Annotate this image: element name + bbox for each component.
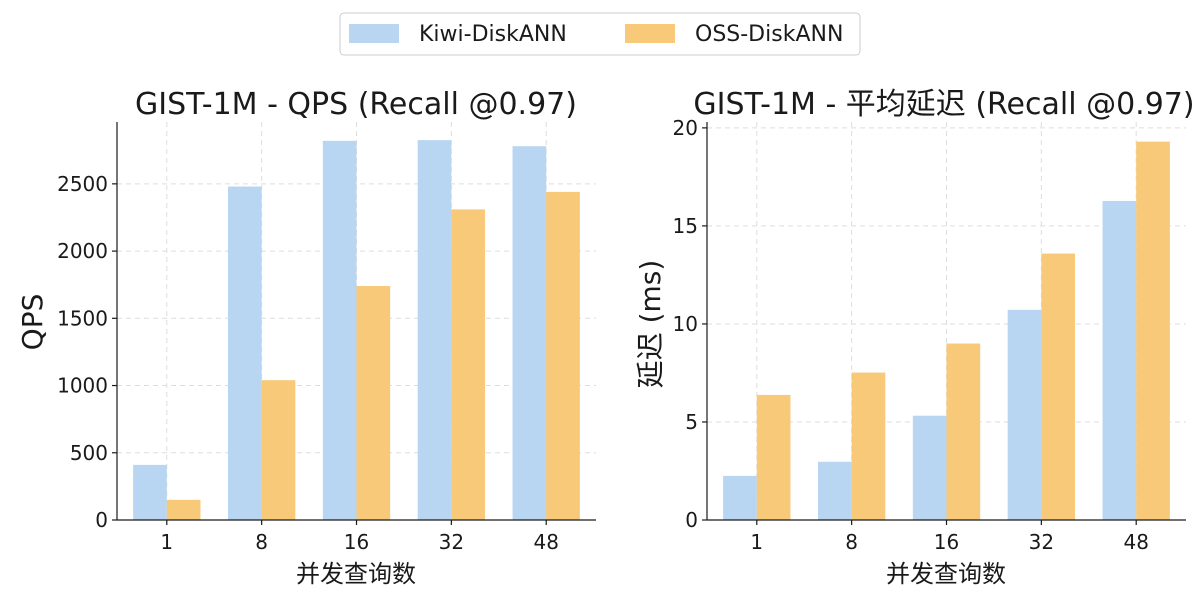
qps-bar-kiwi <box>512 146 547 520</box>
qps-bar-kiwi <box>227 186 262 521</box>
qps-y-tick-label: 2500 <box>57 172 108 196</box>
latency-x-tick-label: 32 <box>1029 530 1054 554</box>
latency-bar-oss <box>1136 141 1170 521</box>
qps-bar-oss <box>451 209 486 520</box>
qps-chart-title: GIST-1M - QPS (Recall @0.97) <box>135 87 577 122</box>
qps-bars <box>133 140 580 521</box>
qps-x-ticks: 1 8 16 32 48 <box>160 520 559 554</box>
latency-bar-oss <box>756 394 791 520</box>
latency-bar-kiwi <box>1102 201 1137 520</box>
qps-x-tick-label: 48 <box>533 530 558 554</box>
qps-bar-oss <box>166 499 201 520</box>
qps-x-tick-label: 32 <box>439 530 464 554</box>
qps-bar-kiwi <box>322 140 357 520</box>
latency-x-tick-label: 48 <box>1123 530 1148 554</box>
qps-y-axis-title: QPS <box>16 294 49 351</box>
legend: Kiwi-DiskANN OSS-DiskANN <box>339 12 861 56</box>
latency-bars <box>723 141 1170 521</box>
qps-bar-oss <box>356 286 391 520</box>
qps-y-ticks: 0 500 1000 1500 2000 2500 <box>57 172 117 532</box>
latency-x-ticks: 1 8 16 32 48 <box>750 520 1149 554</box>
qps-x-tick-label: 8 <box>255 530 268 554</box>
qps-y-tick-label: 1000 <box>57 374 108 398</box>
latency-bar-kiwi <box>1007 309 1042 520</box>
latency-x-tick-label: 1 <box>750 530 763 554</box>
qps-y-tick-label: 1500 <box>57 306 108 330</box>
qps-bar-kiwi <box>417 140 452 520</box>
qps-x-tick-label: 1 <box>160 530 173 554</box>
legend-frame <box>339 12 861 56</box>
latency-x-tick-label: 8 <box>845 530 858 554</box>
latency-x-axis-title: 并发查询数 <box>886 560 1006 588</box>
qps-y-tick-label: 2000 <box>57 239 108 263</box>
qps-y-tick-label: 500 <box>70 441 108 465</box>
latency-bar-oss <box>946 343 981 520</box>
qps-bar-oss <box>546 191 580 520</box>
latency-y-ticks: 0 5 10 15 20 <box>673 116 707 532</box>
qps-x-tick-label: 16 <box>344 530 369 554</box>
latency-bar-kiwi <box>817 461 852 520</box>
latency-y-tick-label: 10 <box>673 312 698 336</box>
qps-bar-oss <box>261 380 296 520</box>
latency-y-tick-label: 0 <box>685 508 698 532</box>
legend-swatch-kiwi <box>349 24 399 43</box>
legend-label-kiwi: Kiwi-DiskANN <box>419 22 567 47</box>
qps-bar-kiwi <box>133 464 167 520</box>
legend-swatch-oss <box>625 24 675 43</box>
latency-bar-oss <box>851 372 886 520</box>
latency-y-tick-label: 20 <box>673 116 698 140</box>
latency-bar-oss <box>1041 253 1076 520</box>
latency-chart: GIST-1M - 平均延迟 (Recall @0.97) 延迟 (ms) 并发… <box>634 87 1195 588</box>
latency-y-axis-title: 延迟 (ms) <box>634 260 667 389</box>
latency-bar-kiwi <box>912 415 947 520</box>
qps-x-axis-title: 并发查询数 <box>296 560 416 588</box>
legend-label-oss: OSS-DiskANN <box>695 22 843 47</box>
qps-chart: GIST-1M - QPS (Recall @0.97) QPS 并发查询数 0… <box>16 87 596 588</box>
latency-bar-kiwi <box>723 475 757 520</box>
latency-y-tick-label: 5 <box>685 410 698 434</box>
latency-y-tick-label: 15 <box>673 214 698 238</box>
latency-x-tick-label: 16 <box>934 530 959 554</box>
latency-chart-title: GIST-1M - 平均延迟 (Recall @0.97) <box>693 87 1194 122</box>
qps-y-tick-label: 0 <box>95 508 108 532</box>
